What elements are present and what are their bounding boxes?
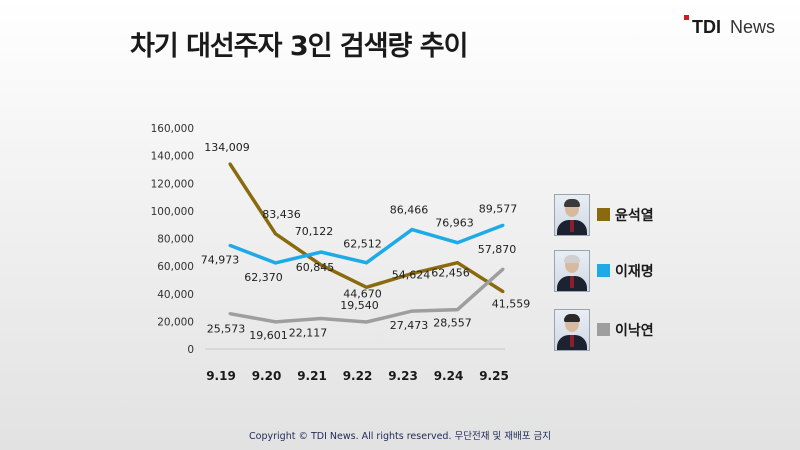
x-tick-label: 9.19 [206, 369, 236, 383]
logo-red-mark [684, 15, 689, 20]
x-tick-label: 9.22 [343, 369, 373, 383]
logo-tdi-text: TDI [692, 17, 721, 37]
data-label: 25,573 [207, 323, 246, 336]
logo-news-text: News [730, 17, 776, 37]
chart-title: 차기 대선주자 3인 검색량 추이 [130, 31, 468, 62]
data-point [365, 320, 368, 324]
person-photo-icon [554, 309, 590, 351]
data-point [501, 290, 505, 294]
person-photo-icon [554, 194, 590, 236]
data-label: 41,559 [492, 298, 531, 311]
data-label: 60,845 [296, 261, 335, 274]
data-label: 27,473 [390, 319, 429, 332]
legend-item-2: 이낙연 [554, 309, 684, 351]
legend-swatch-0 [597, 208, 610, 221]
data-point [456, 308, 459, 312]
data-point [410, 309, 414, 313]
y-tick-label: 100,000 [151, 206, 194, 218]
y-tick-label: 120,000 [151, 178, 194, 190]
y-tick-label: 60,000 [157, 261, 194, 273]
data-label: 62,512 [343, 238, 382, 251]
data-point [274, 320, 277, 324]
data-point [319, 316, 323, 320]
data-label: 83,436 [262, 208, 301, 221]
y-tick-label: 80,000 [157, 234, 194, 246]
data-point [456, 241, 459, 245]
y-tick-label: 140,000 [151, 151, 194, 163]
data-label: 54,624 [392, 269, 431, 282]
legend-swatch-1 [597, 264, 610, 277]
data-point [456, 261, 459, 265]
y-tick-label: 0 [187, 344, 194, 356]
x-tick-label: 9.21 [297, 369, 327, 383]
data-point [365, 285, 368, 289]
y-tick-label: 160,000 [151, 123, 194, 135]
data-point [319, 263, 323, 267]
data-point [319, 250, 323, 254]
data-point [274, 232, 277, 236]
data-label: 62,370 [244, 271, 283, 284]
x-tick-label: 9.24 [434, 369, 464, 383]
x-tick-label: 9.25 [479, 369, 509, 383]
x-tick-label: 9.20 [252, 369, 282, 383]
data-point [228, 312, 232, 316]
data-point [410, 272, 414, 276]
copyright-footer: Copyright © TDI News. All rights reserve… [249, 431, 551, 442]
legend-label-0: 윤석열 [615, 208, 654, 224]
legend-label-2: 이낙연 [615, 323, 654, 339]
legend-1-hair [564, 255, 580, 263]
legend-item-0: 윤석열 [554, 194, 684, 236]
y-tick-label: 40,000 [157, 289, 194, 301]
data-label: 22,117 [289, 326, 328, 339]
legend-item-1: 이재명 [554, 250, 684, 292]
y-tick-label: 20,000 [157, 316, 194, 328]
data-label: 62,456 [431, 267, 470, 280]
data-label: 89,577 [479, 202, 518, 215]
data-label: 74,973 [201, 253, 240, 266]
data-label: 28,557 [433, 317, 472, 330]
data-label: 76,963 [435, 217, 474, 230]
data-label: 19,540 [340, 299, 379, 312]
data-label: 19,601 [249, 329, 288, 342]
data-point [365, 261, 368, 265]
data-label: 57,870 [478, 243, 517, 256]
legend-2-hair [564, 314, 580, 322]
data-point [228, 243, 232, 247]
data-label: 44,670 [343, 287, 382, 300]
x-tick-label: 9.23 [388, 369, 418, 383]
data-point [228, 162, 232, 166]
legend-swatch-2 [597, 323, 610, 336]
data-point [501, 267, 505, 271]
data-point [501, 223, 505, 227]
data-label: 134,009 [204, 141, 250, 154]
data-label: 86,466 [390, 204, 429, 217]
legend-label-1: 이재명 [615, 264, 654, 280]
person-photo-icon [554, 250, 590, 292]
data-label: 70,122 [295, 225, 334, 238]
data-point [410, 228, 414, 232]
data-point [274, 261, 277, 265]
legend-0-hair [564, 199, 580, 207]
